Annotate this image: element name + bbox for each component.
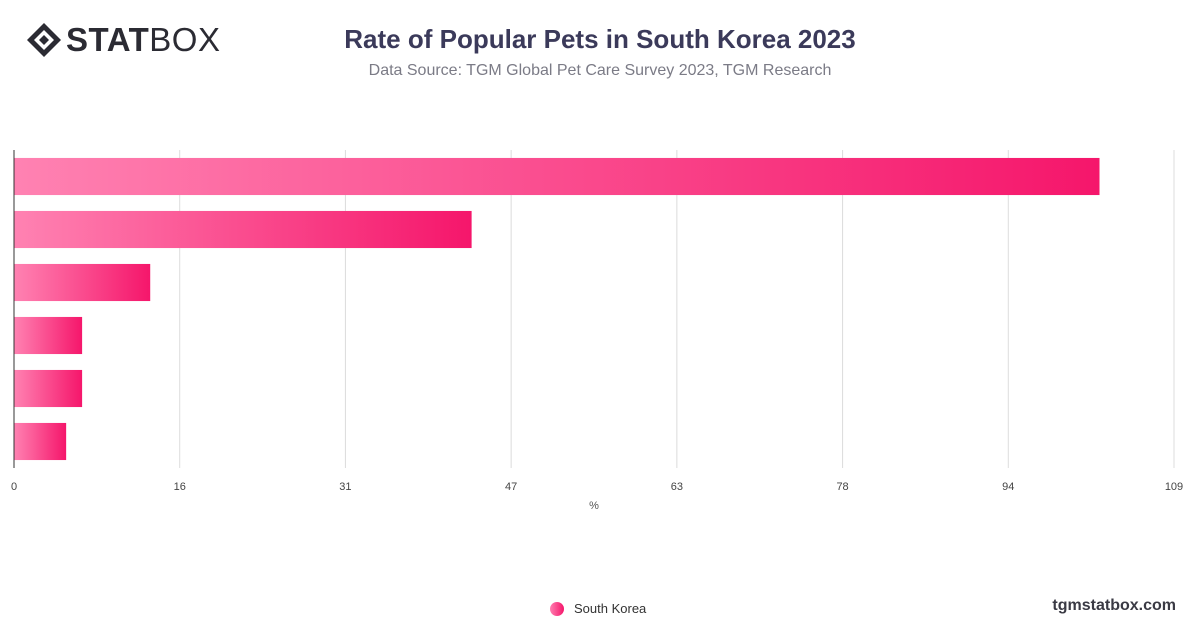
x-tick-label: 109 — [1165, 481, 1183, 493]
x-axis-label: % — [589, 500, 599, 512]
x-tick-label: 0 — [11, 481, 17, 493]
legend-label: South Korea — [574, 601, 647, 616]
logo-wordmark: STATBOX — [66, 22, 220, 58]
legend[interactable]: South Korea — [550, 601, 646, 616]
x-tick-label: 16 — [174, 481, 186, 493]
chart-subtitle: Data Source: TGM Global Pet Care Survey … — [368, 62, 832, 79]
bar[interactable] — [14, 210, 472, 249]
x-tick-label: 78 — [836, 481, 848, 493]
x-tick-labels: 0 16 31 47 63 78 94 109 — [11, 481, 1183, 493]
x-tick-label: 47 — [505, 481, 517, 493]
x-tick-label: 63 — [671, 481, 683, 493]
logo-text-bold: STAT — [66, 21, 150, 58]
bar[interactable] — [14, 369, 83, 408]
x-tick-label: 94 — [1002, 481, 1014, 493]
statbox-diamond-icon — [27, 23, 61, 57]
bar[interactable] — [14, 157, 1100, 196]
bar[interactable] — [14, 316, 83, 355]
chart-title: Rate of Popular Pets in South Korea 2023 — [344, 24, 856, 54]
x-tick-label: 31 — [339, 481, 351, 493]
bar[interactable] — [14, 422, 67, 461]
logo-text-light: BOX — [149, 21, 221, 58]
bars — [14, 157, 1100, 461]
site-url[interactable]: tgmstatbox.com — [1052, 597, 1176, 614]
legend-marker — [550, 601, 564, 616]
brand-logo: STATBOX — [26, 22, 220, 58]
bar[interactable] — [14, 263, 151, 302]
grid-lines — [179, 150, 1175, 468]
